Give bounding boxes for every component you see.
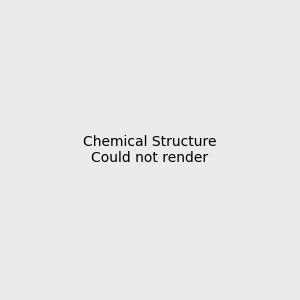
Text: Chemical Structure
Could not render: Chemical Structure Could not render: [83, 135, 217, 165]
